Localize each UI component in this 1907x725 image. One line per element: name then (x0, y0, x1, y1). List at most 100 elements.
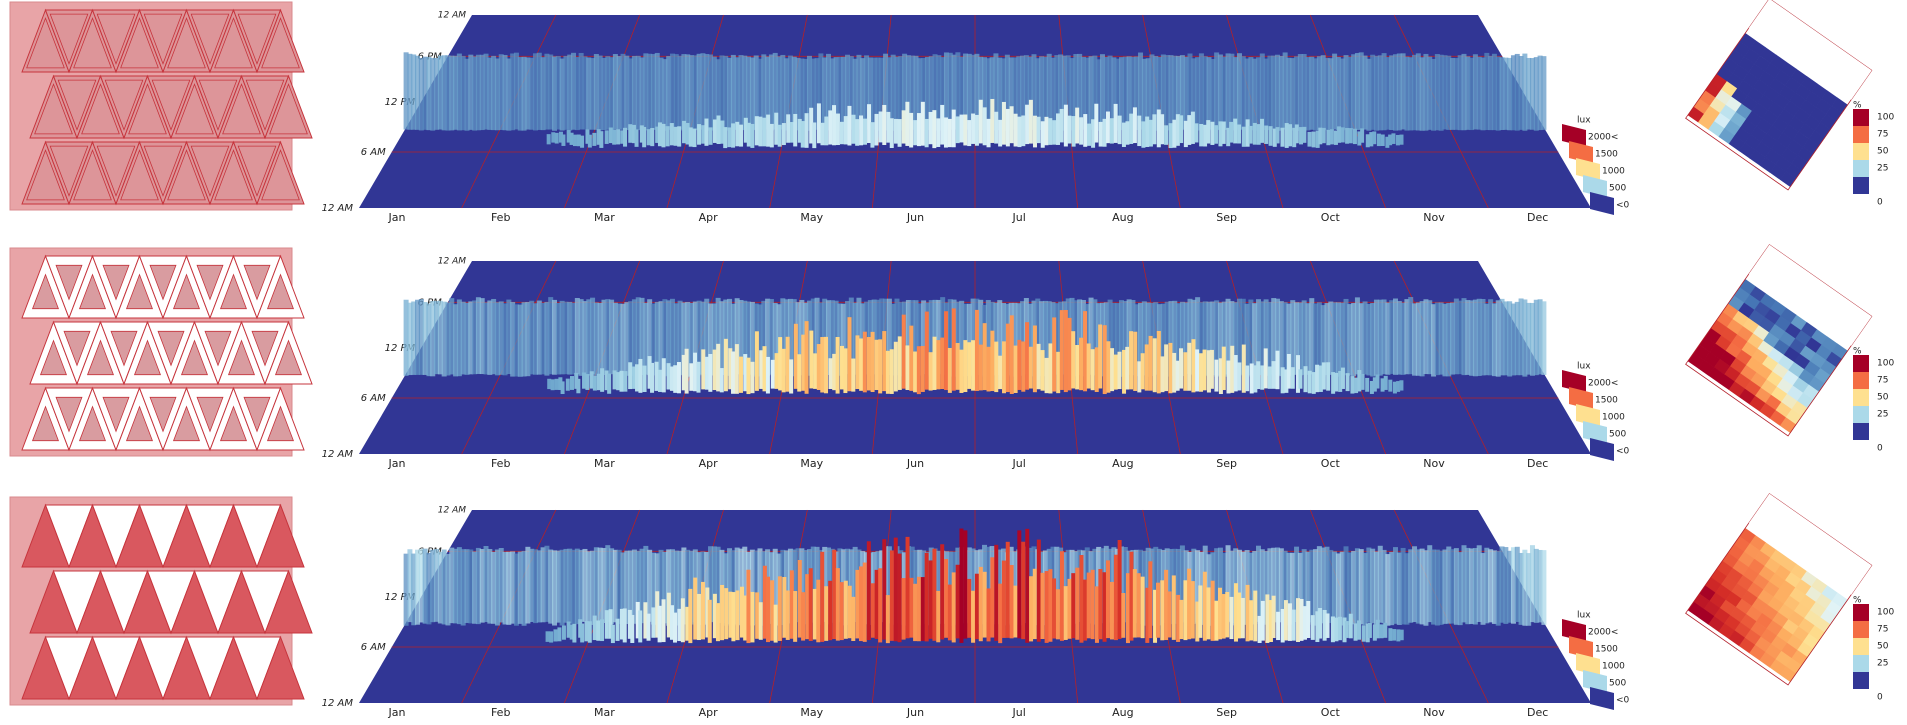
light-spike (1260, 118, 1265, 143)
floor-cell (1704, 328, 1722, 344)
light-spike (889, 550, 894, 641)
light-spike (1036, 343, 1041, 390)
light-spike (1117, 351, 1122, 390)
light-haze (1370, 54, 1376, 130)
light-spike (1067, 317, 1072, 391)
month-label: Jan (388, 457, 406, 470)
light-spike (700, 581, 705, 640)
time-label: 12 PM (385, 592, 416, 603)
time-label: 12 AM (322, 449, 354, 460)
floor-cell (1798, 369, 1815, 385)
light-spike (812, 588, 817, 640)
month-label: Apr (699, 211, 719, 224)
floor-cell (1782, 370, 1799, 386)
month-label: Dec (1527, 457, 1548, 470)
light-spike (1079, 337, 1084, 391)
light-haze (692, 55, 698, 131)
light-spike (1001, 560, 1006, 638)
light-haze (586, 551, 592, 626)
floor-cell (1769, 659, 1787, 675)
light-spike (1395, 134, 1400, 146)
light-haze (1255, 57, 1261, 131)
light-haze (864, 55, 870, 130)
light-haze (1233, 57, 1239, 130)
floor-cell (1752, 325, 1770, 341)
light-haze (609, 299, 615, 375)
light-haze (1507, 57, 1513, 131)
light-spike (1055, 589, 1060, 640)
light-haze (441, 301, 447, 377)
light-spike (855, 569, 860, 639)
floor-cell (1831, 592, 1848, 609)
light-haze (548, 549, 554, 624)
light-spike (1283, 600, 1288, 641)
light-haze (1339, 58, 1345, 131)
light-spike (719, 368, 724, 393)
time-label: 6 AM (361, 147, 386, 158)
light-spike (1338, 370, 1343, 392)
light-haze (491, 55, 497, 131)
light-haze (1419, 301, 1425, 377)
light-spike (777, 576, 782, 641)
light-spike (870, 583, 875, 638)
light-haze (1514, 53, 1520, 131)
floor-cell (1808, 376, 1825, 393)
light-spike (1059, 310, 1064, 390)
light-haze (1480, 553, 1486, 625)
light-spike (855, 119, 860, 146)
pattern-inset (243, 396, 271, 433)
light-spike (1086, 343, 1091, 389)
light-haze (643, 545, 649, 623)
floor-cell (1797, 146, 1814, 163)
light-spike (738, 356, 743, 393)
light-haze (460, 301, 466, 375)
light-haze (708, 303, 714, 376)
light-haze (1157, 56, 1163, 130)
light-spike (746, 569, 751, 644)
light-haze (449, 547, 455, 624)
light-haze (415, 549, 421, 625)
light-haze (1370, 548, 1376, 624)
light-spike (959, 528, 964, 643)
light-haze (1099, 54, 1105, 130)
legend-label: 50 (1877, 393, 1889, 403)
light-haze (917, 303, 923, 376)
floor-cell (1790, 314, 1807, 331)
light-haze (765, 298, 771, 376)
light-haze (1434, 302, 1440, 376)
floor-cell (1699, 90, 1716, 107)
light-spike (708, 127, 713, 145)
month-label: Sep (1216, 457, 1237, 470)
pattern-inset (55, 396, 83, 433)
month-label: May (800, 706, 823, 719)
light-spike (1117, 115, 1122, 145)
light-spike (940, 544, 945, 640)
light-haze (689, 302, 695, 376)
light-spike (1059, 551, 1064, 641)
light-haze (1415, 53, 1421, 131)
light-spike (1302, 606, 1307, 640)
light-spike (596, 373, 601, 391)
legend-swatch (1562, 370, 1586, 393)
light-spike (1106, 341, 1111, 393)
light-spike (897, 336, 902, 390)
light-spike (735, 121, 740, 147)
floor-cell (1790, 563, 1807, 580)
light-spike (1179, 599, 1184, 640)
light-spike (1365, 134, 1370, 148)
floor-cell (1758, 70, 1776, 87)
light-spike (1029, 576, 1034, 642)
legend-label: 1000 (1602, 167, 1625, 177)
light-haze (1214, 300, 1220, 377)
time-label: 6 AM (361, 393, 386, 404)
light-haze (1301, 300, 1307, 375)
legend-label: 2000< (1588, 133, 1618, 143)
light-spike (808, 568, 813, 641)
pattern-inset (151, 79, 191, 131)
light-haze (552, 550, 558, 626)
floor-cell (1779, 85, 1796, 102)
light-spike (731, 123, 736, 148)
floor-cell (1780, 556, 1797, 573)
light-spike (731, 351, 736, 394)
floor-cell (1765, 394, 1782, 411)
